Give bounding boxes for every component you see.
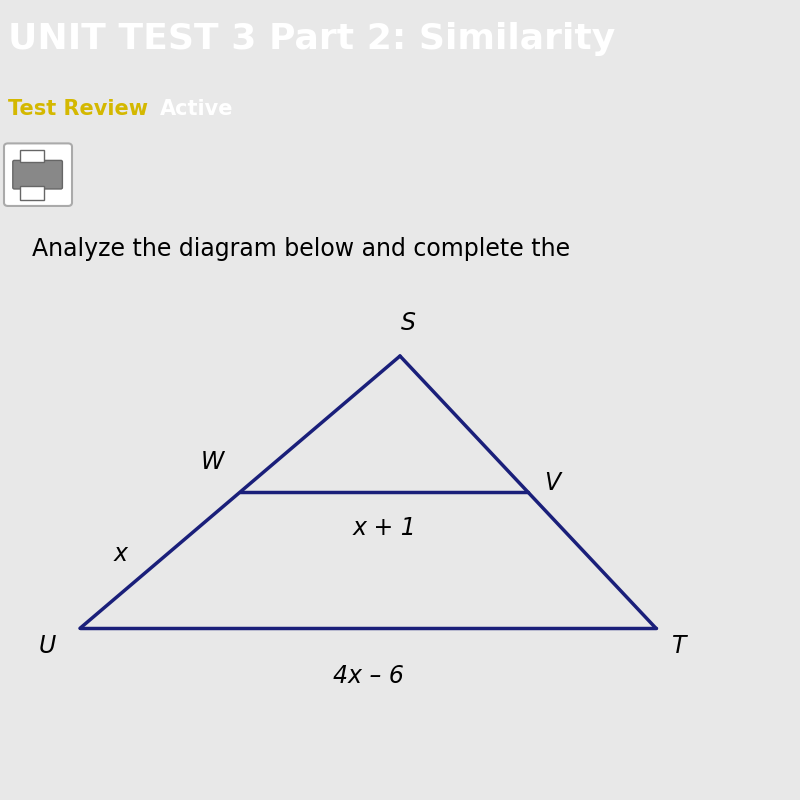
Text: S: S (401, 311, 415, 335)
Text: T: T (672, 634, 686, 658)
FancyBboxPatch shape (4, 143, 72, 206)
Polygon shape (20, 150, 44, 162)
Text: 4x – 6: 4x – 6 (333, 664, 403, 688)
Text: V: V (544, 471, 560, 495)
Text: x: x (114, 542, 128, 566)
FancyBboxPatch shape (13, 160, 62, 189)
Text: Analyze the diagram below and complete the: Analyze the diagram below and complete t… (32, 238, 570, 262)
Text: Active: Active (160, 99, 234, 119)
Text: UNIT TEST 3 Part 2: Similarity: UNIT TEST 3 Part 2: Similarity (8, 22, 615, 56)
Text: W: W (201, 450, 224, 474)
Polygon shape (20, 186, 44, 200)
Text: x + 1: x + 1 (352, 516, 416, 540)
Text: Test Review: Test Review (8, 99, 148, 119)
Text: U: U (38, 634, 56, 658)
